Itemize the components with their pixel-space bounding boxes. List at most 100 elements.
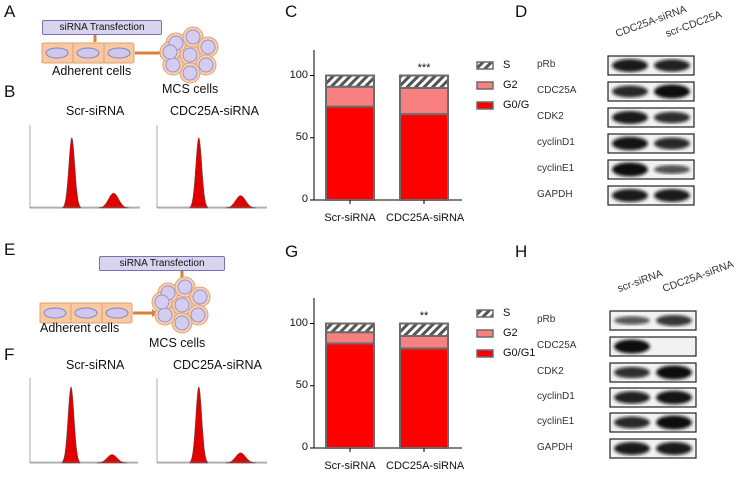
mcs-nucleus (174, 297, 190, 313)
bar-s-0 (325, 74, 375, 88)
flow-title-cdc-f: CDC25A-siRNA (173, 358, 262, 372)
bar-s-1 (399, 74, 449, 89)
flow-b-scr-g1-peak (62, 136, 82, 209)
panel-label-d: D (515, 2, 528, 21)
blot-band (656, 442, 692, 455)
bar-g0g-0 (325, 105, 375, 201)
mcs-nucleus (154, 294, 170, 310)
blot-band (614, 339, 650, 354)
blot-band (656, 415, 692, 430)
panel-label-c: C (285, 2, 298, 21)
legend-label: G0/G1 (503, 347, 536, 359)
legend-label: S (503, 59, 511, 71)
y-tick-label: 0 (301, 193, 308, 205)
x-tick-label: CDC25A-siRNA (386, 460, 465, 472)
blot-row-label: CDC25A (537, 85, 577, 96)
bar-g2-1 (399, 86, 449, 116)
blot-band (612, 59, 648, 72)
bar-g2-0 (325, 331, 375, 345)
flow-b-scr-g2-peak (98, 192, 129, 209)
blot-band (612, 111, 648, 124)
cell-nucleus (76, 47, 100, 59)
blot-row-label: cyclinE1 (537, 163, 575, 174)
blot-band (656, 390, 692, 405)
mcs-nucleus (200, 39, 216, 55)
bar-g0g-1 (399, 113, 449, 201)
blot-band (654, 189, 690, 202)
blot-row-label: cyclinD1 (537, 391, 575, 402)
panel-label-b: B (4, 82, 16, 101)
blot-band (654, 84, 690, 99)
x-tick-label: CDC25A-siRNA (386, 212, 465, 224)
cell-nucleus (74, 307, 98, 319)
bar-g2-1 (399, 334, 449, 350)
blot-row-label: pRb (537, 59, 556, 70)
legend-label: G0/G (503, 99, 530, 111)
blot-row-label: cyclinD1 (537, 137, 575, 148)
mcs-nucleus (177, 279, 193, 295)
flow-f-cdc-g2-peak (225, 452, 256, 464)
bar-g0g1-1 (399, 347, 449, 449)
legend-swatch (476, 349, 494, 358)
transfection-box-a: siRNA Transfection (42, 20, 162, 35)
blot-row-label: pRb (537, 314, 556, 325)
blot-row-label: CDC25A (537, 340, 577, 351)
blot-band (654, 165, 690, 174)
y-tick-label: 50 (295, 130, 308, 143)
bar-s-0 (325, 322, 375, 334)
blot-row-label: CDK2 (537, 111, 564, 122)
x-tick-label: Scr-siRNA (324, 212, 376, 224)
y-tick-label: 100 (289, 316, 308, 329)
blot-band (612, 136, 648, 151)
flow-title-cdc-b: CDC25A-siRNA (170, 104, 259, 118)
blot-band (612, 162, 648, 177)
x-tick-label: Scr-siRNA (324, 460, 376, 472)
flow-f-cdc-g1-peak (189, 385, 209, 464)
mcs-nucleus (192, 289, 208, 305)
panel-label-f: F (4, 345, 15, 364)
transfection-box-e: siRNA Transfection (99, 256, 225, 271)
legend-swatch (476, 61, 494, 70)
flow-title-scr-f: Scr-siRNA (66, 358, 125, 372)
blot-band (614, 442, 650, 455)
cell-nucleus (45, 47, 69, 59)
panel-label-h: H (515, 242, 528, 261)
mcs-nucleus (198, 57, 214, 73)
mcs-nucleus (182, 65, 198, 81)
panel-label-a: A (4, 2, 16, 21)
legend-swatch (476, 329, 494, 338)
panel-label-g: G (285, 242, 299, 261)
legend-swatch (476, 101, 494, 110)
y-tick-label: 50 (295, 378, 308, 391)
blot-band (656, 365, 692, 380)
blot-band (612, 189, 648, 202)
blot-row-label: cyclinE1 (537, 416, 575, 427)
flow-b-cdc-g1-peak (189, 136, 209, 209)
legend-swatch (476, 81, 494, 90)
cell-nucleus (43, 307, 67, 319)
blot-band (612, 85, 648, 98)
mcs-nucleus (174, 315, 190, 331)
mcs-nucleus (190, 307, 206, 323)
significance-marker: *** (417, 61, 431, 74)
blot-row-label: GAPDH (537, 442, 573, 453)
cell-nucleus (105, 307, 129, 319)
blot-row-label: CDK2 (537, 366, 564, 377)
blot-band (654, 59, 690, 72)
panel-label-e: E (4, 240, 16, 259)
mcs-nucleus (185, 29, 201, 45)
legend-label: G2 (503, 327, 518, 339)
adherent-label-a: Adherent cells (52, 64, 132, 78)
blot-band (614, 416, 650, 429)
cell-nucleus (107, 47, 131, 59)
legend-swatch (476, 309, 494, 318)
mcs-nucleus (162, 44, 178, 60)
mcs-label-e: MCS cells (149, 336, 206, 350)
mcs-nucleus (182, 47, 198, 63)
adherent-label-e: Adherent cells (40, 321, 120, 335)
bar-g0g1-0 (325, 342, 375, 450)
bar-s-1 (399, 322, 449, 337)
blot-band (614, 316, 650, 325)
significance-marker: ** (419, 309, 429, 322)
